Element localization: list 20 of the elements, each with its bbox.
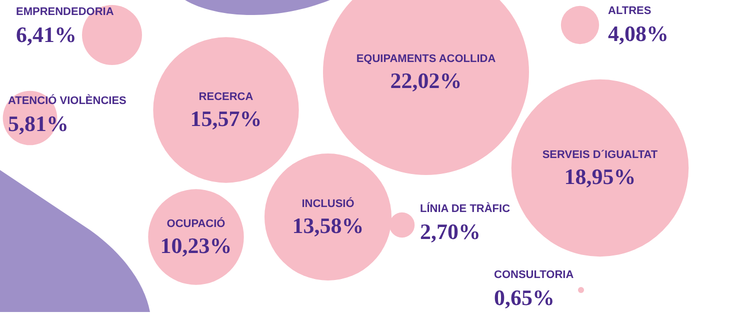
data-label: 0,65% xyxy=(494,285,554,310)
category-label: EMPRENDEDORIA xyxy=(16,6,114,18)
category-label: EQUIPAMENTS ACOLLIDA xyxy=(356,53,496,65)
category-label: OCUPACIÓ xyxy=(166,217,226,230)
category-label: ALTRES xyxy=(608,5,652,17)
category-label: LÍNIA DE TRÀFIC xyxy=(420,202,510,215)
data-label: 22,02% xyxy=(390,68,462,93)
category-label: ATENCIÓ VIOLÈNCIES xyxy=(8,94,126,107)
data-label: 5,81% xyxy=(8,111,68,136)
data-label: 15,57% xyxy=(190,106,262,131)
data-label: 4,08% xyxy=(608,21,668,46)
data-label: 6,41% xyxy=(16,22,76,47)
data-label: 13,58% xyxy=(292,213,364,238)
data-label: 18,95% xyxy=(564,164,636,189)
category-label: SERVEIS D´IGUALTAT xyxy=(542,149,658,161)
data-label: 10,23% xyxy=(160,233,232,258)
category-label: CONSULTORIA xyxy=(494,269,574,281)
category-label: RECERCA xyxy=(198,91,254,103)
data-label: 2,70% xyxy=(420,219,480,244)
category-label: INCLUSIÓ xyxy=(302,197,355,210)
